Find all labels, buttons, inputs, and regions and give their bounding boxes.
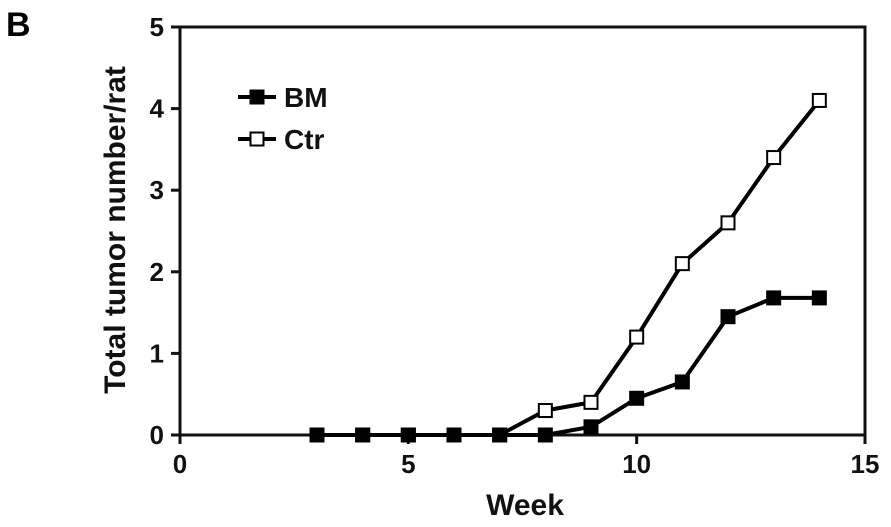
- y-tick-label: 3: [150, 175, 164, 205]
- data-point-ctr: [537, 403, 553, 419]
- y-tick-label: 2: [150, 257, 164, 287]
- x-axis-title: Week: [486, 489, 564, 522]
- legend-label-ctr: Ctr: [284, 124, 325, 155]
- y-tick-label: 0: [150, 420, 164, 450]
- plot-frame: [178, 25, 867, 437]
- x-tick-label: 0: [173, 449, 187, 479]
- axes: 0 5 10 15 0 1 2 3 4 5: [150, 12, 880, 479]
- data-point-bm: [355, 427, 371, 443]
- x-tick-label: 15: [851, 449, 880, 479]
- data-point-ctr: [720, 215, 736, 231]
- data-point-ctr: [583, 394, 599, 410]
- series-line-bm: [317, 295, 820, 437]
- x-tick-label: 10: [622, 449, 651, 479]
- data-point-bm: [400, 427, 416, 443]
- data-point-bm: [583, 419, 599, 435]
- data-point-ctr: [766, 150, 782, 166]
- data-point-bm: [766, 290, 782, 306]
- legend: BM Ctr: [238, 82, 328, 155]
- legend-label-bm: BM: [284, 82, 328, 113]
- legend-marker-ctr: [249, 131, 265, 147]
- data-point-bm: [629, 390, 645, 406]
- series-bm: [309, 290, 827, 443]
- series-ctr: [309, 92, 827, 443]
- data-point-bm: [811, 290, 827, 306]
- data-point-bm: [492, 427, 508, 443]
- y-tick-label: 1: [150, 338, 164, 368]
- data-point-ctr: [811, 92, 827, 108]
- data-point-bm: [309, 427, 325, 443]
- data-point-bm: [720, 309, 736, 325]
- y-tick-label: 4: [150, 94, 165, 124]
- data-point-bm: [537, 427, 553, 443]
- data-point-bm: [674, 374, 690, 390]
- x-tick-label: 5: [401, 449, 415, 479]
- data-point-bm: [446, 427, 462, 443]
- legend-item-bm: BM: [238, 82, 328, 113]
- data-point-ctr: [674, 256, 690, 272]
- legend-marker-bm: [249, 89, 265, 105]
- y-tick-label: 5: [150, 12, 164, 42]
- y-axis-title: Total tumor number/rat: [99, 66, 132, 394]
- legend-item-ctr: Ctr: [238, 124, 325, 155]
- series-layer: [309, 92, 827, 443]
- series-line-ctr: [317, 99, 821, 437]
- data-point-ctr: [629, 329, 645, 345]
- panel-label: B: [6, 6, 31, 44]
